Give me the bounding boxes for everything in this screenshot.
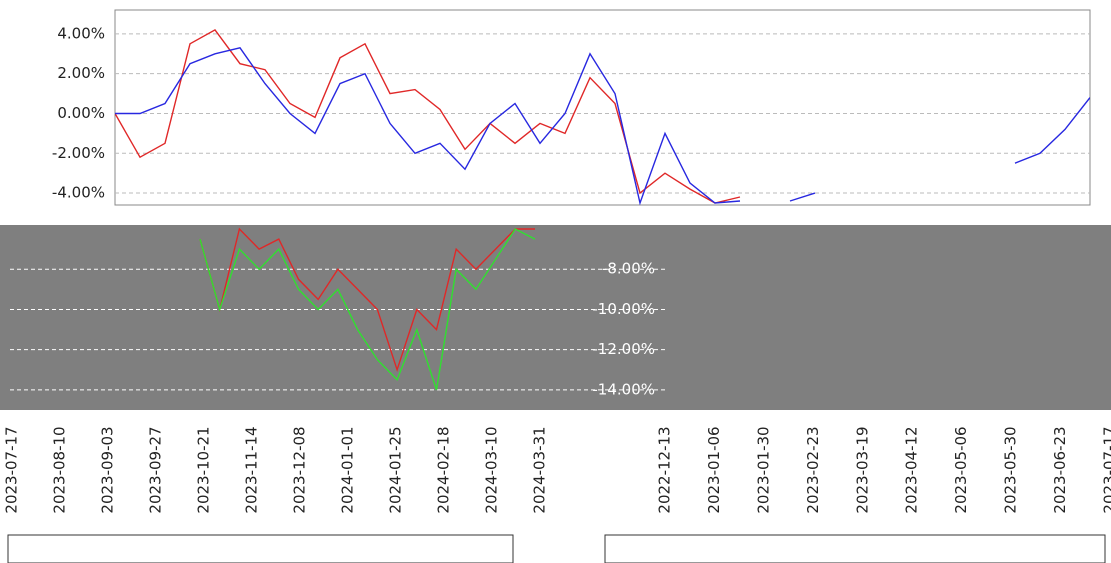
legend-box — [605, 535, 1105, 563]
plot-frame — [115, 10, 1090, 205]
y-tick: -4.00% — [52, 184, 105, 202]
x-tick-label: 2024-03-31 — [531, 426, 549, 513]
x-tick-label: 2024-02-18 — [435, 426, 453, 513]
x-tick-label: 2023-02-23 — [804, 426, 822, 513]
x-tick-label: 2023-06-23 — [1051, 426, 1069, 513]
x-tick-label: 2023-09-27 — [147, 426, 165, 513]
lower-band — [0, 225, 1111, 410]
y-tick: 2.00% — [57, 64, 105, 82]
y-tick: -2.00% — [52, 144, 105, 162]
x-tick-label: 2023-07-17 — [3, 426, 21, 513]
x-tick-label: 2023-12-08 — [291, 426, 309, 513]
x-tick-label: 2023-03-19 — [853, 426, 871, 513]
x-tick-label: 2023-05-30 — [1002, 426, 1020, 513]
x-tick-label: 2023-07-17 — [1101, 426, 1111, 513]
x-tick-label: 2023-05-06 — [952, 426, 970, 513]
x-tick-label: 2024-01-01 — [339, 426, 357, 513]
x-tick-label: 2023-09-03 — [99, 426, 117, 513]
x-tick-label: 2023-04-12 — [903, 426, 921, 513]
chart: 4.00% 2.00% 0.00% -2.00% -4.00% 2022-12-13 202… — [0, 0, 1111, 563]
x-tick-label: 2023-10-21 — [195, 426, 213, 513]
x-tick-label: 2023-08-10 — [51, 426, 69, 513]
y-tick: 0.00% — [57, 104, 105, 122]
series-line — [115, 48, 1090, 203]
legend-box — [8, 535, 513, 563]
x-tick-label: 2024-03-10 — [483, 426, 501, 513]
x-tick-label: 2023-11-14 — [243, 426, 261, 513]
y-tick: 4.00% — [57, 24, 105, 42]
x-tick-label: 2022-12-13 — [656, 426, 674, 513]
plot-area — [115, 30, 1090, 203]
x-tick-label: 2023-01-06 — [705, 426, 723, 513]
x-tick-label: 2023-01-30 — [754, 426, 772, 513]
x-tick-label: 2024-01-25 — [387, 426, 405, 513]
